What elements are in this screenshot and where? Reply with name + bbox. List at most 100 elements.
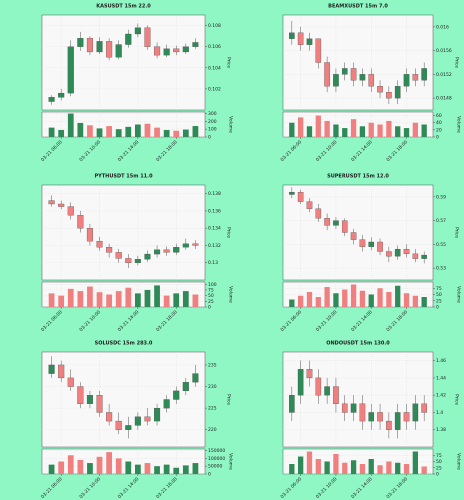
x-tick-label: 03-21 14:00 [350,309,374,333]
candle-body [154,46,161,56]
volume-bar [315,115,321,137]
volume-bar [412,295,418,307]
candle-body [350,68,357,81]
volume-bar [386,120,392,137]
volume-tick-label: 60 [436,113,442,119]
y-axis-label: Price [226,227,232,238]
candle-body [192,373,199,383]
candle-body [394,248,401,257]
volume-bar [58,295,65,307]
volume-bar [359,290,366,307]
volume-bar [87,463,93,474]
candle-body [421,68,427,81]
candle-body [163,48,170,56]
x-tick-label: 03-21 10:00 [315,309,339,333]
chart-title: ONDOUSDT 15m 130.0 [326,341,390,347]
volume-bar [77,291,84,307]
candle-body [421,403,427,413]
volume-bar [125,126,132,137]
volume-bar [377,465,383,474]
candle-body [297,369,304,396]
price-panel [41,351,206,448]
candle-body [182,46,189,53]
candle-body [333,220,339,226]
candle-body [289,395,295,413]
candle-body [306,38,313,45]
volume-bar [192,463,199,474]
y-tick-label: 1.4 [436,410,443,416]
candle-body [77,38,84,47]
volume-bar [350,119,357,137]
candle-body [67,46,74,94]
y-axis-label: Price [454,394,460,405]
y-axis-label: Price [226,394,232,405]
x-tick-label: 03-21 10:00 [315,139,339,163]
candle-body [48,97,55,102]
y-tick-label: 0.57 [436,218,446,224]
volume-bar [58,129,65,137]
volume-bar [48,293,55,307]
y-tick-label: 0.13 [208,260,218,266]
candle-body [58,92,65,98]
volume-bar [403,128,410,137]
y-tick-label: 235 [208,362,217,368]
volume-bar [163,295,170,307]
volume-bar [298,456,304,474]
candle-body [359,403,366,422]
volume-tick-label: 0 [436,305,439,311]
candle-body [67,377,74,387]
chart-title: SUPERUSDT 15m 12.0 [327,174,389,180]
candle-body [306,369,313,379]
chart-panel: KASUSDT 15m 22.0 0.102 0.104 0.106 0.108 0 100… [40,4,234,163]
volume-axis-label: Volume [456,116,462,133]
candle-body [163,399,170,409]
volume-tick-label: 0 [436,472,439,478]
volume-bar [333,124,339,137]
volume-bar [154,285,160,307]
candle-body [173,390,180,400]
chart-title: SOLUSDC 15m 283.0 [95,341,153,347]
candle-body [368,412,375,422]
x-tick-label: 03-21 14:00 [117,309,141,333]
volume-bar [421,466,427,474]
volume-tick-label: 25 [208,299,214,305]
candle-body [324,386,330,396]
candle-body [377,86,383,93]
volume-bar [48,127,55,137]
candle-body [403,248,410,255]
volume-tick-label: 75 [436,286,442,292]
candle-body [421,254,427,259]
volume-bar [182,465,189,474]
volume-tick-label: 0 [208,305,211,311]
volume-tick-label: 0 [436,135,439,141]
volume-tick-label: 0 [208,135,211,141]
candle-body [341,68,348,75]
y-axis-label: Price [454,227,460,238]
volume-bar [368,122,374,137]
candle-body [48,364,55,374]
candle-body [106,412,113,422]
volume-bar [96,456,103,474]
volume-bar [48,464,55,474]
candle-body [163,249,170,253]
y-tick-label: 1.38 [436,427,446,433]
candle-body [359,239,366,247]
y-tick-label: 0.106 [208,44,221,50]
volume-tick-label: 40 [436,120,442,126]
volume-tick-label: 50 [436,459,442,465]
x-tick-label: 03-21 14:00 [117,139,141,163]
volume-bar [324,461,330,474]
candle-body [412,253,419,259]
volume-tick-label: 100 [208,282,217,288]
chart-title: BEAMXUSDT 15m 7.0 [328,4,388,10]
y-tick-label: 0.53 [436,266,446,272]
y-axis-label: Price [454,57,460,68]
price-panel [282,351,434,448]
candle-body [173,247,180,253]
y-tick-label: 0.138 [208,191,221,197]
volume-bar [395,285,401,307]
candle-body [315,377,322,396]
candle-body [394,412,401,430]
volume-bar [395,462,401,474]
volume-tick-label: 50 [436,292,442,298]
